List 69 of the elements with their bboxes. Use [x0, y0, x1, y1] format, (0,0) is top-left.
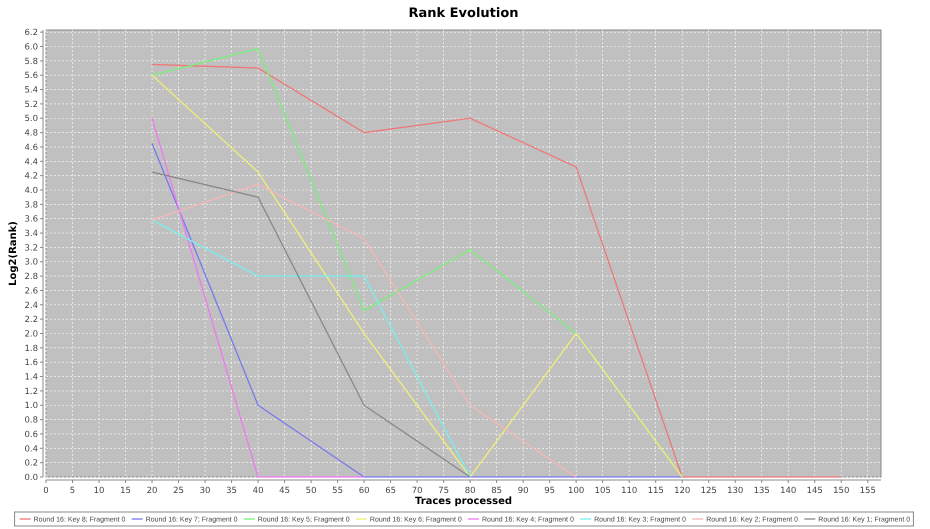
- x-tick-label: 25: [173, 486, 184, 496]
- y-tick-label: 1.4: [24, 372, 38, 383]
- y-tick-label: 2.0: [24, 329, 38, 340]
- x-tick-label: 90: [518, 486, 529, 496]
- x-tick-label: 80: [464, 486, 476, 496]
- y-tick-label: 0.2: [24, 458, 38, 469]
- x-tick-label: 15: [120, 486, 131, 496]
- y-tick-label: 4.2: [24, 172, 38, 182]
- x-tick-label: 30: [200, 486, 210, 496]
- y-tick-label: 2.2: [24, 315, 38, 326]
- x-tick-label: 40: [252, 486, 264, 496]
- x-tick-label: 0: [43, 486, 49, 496]
- x-tick-label: 75: [438, 486, 450, 496]
- x-tick-label: 145: [806, 486, 823, 496]
- line-series: [151, 64, 842, 478]
- x-tick-label: 105: [594, 486, 611, 496]
- y-tick-label: 5.6: [24, 71, 38, 82]
- x-tick-label: 150: [833, 486, 850, 496]
- y-tick-label: 2.4: [24, 300, 38, 311]
- x-tick-label: 35: [226, 486, 237, 496]
- y-tick-label: 5.2: [24, 100, 38, 110]
- x-tick-label: 85: [491, 486, 502, 496]
- x-tick-label: 95: [544, 486, 556, 496]
- y-tick-label: 0.4: [24, 444, 38, 454]
- y-tick-label: 3.6: [24, 214, 38, 225]
- y-tick-label: 1.0: [24, 401, 38, 412]
- x-tick-label: 125: [700, 486, 717, 496]
- y-tick-label: 4.6: [24, 142, 38, 153]
- y-tick-label: 3.0: [24, 258, 38, 268]
- x-tick-label: 65: [385, 486, 396, 496]
- y-tick-label: 0.8: [24, 416, 38, 426]
- y-tick-label: 4.0: [24, 186, 38, 196]
- y-tick-label: 0.0: [24, 472, 38, 483]
- line-series: [151, 184, 577, 478]
- y-tick-label: 0.6: [24, 430, 38, 440]
- y-tick-label: 3.4: [24, 229, 38, 240]
- chart-title: Rank Evolution: [408, 6, 519, 21]
- y-tick-label: 5.4: [24, 86, 38, 96]
- x-tick-label: 110: [621, 486, 638, 496]
- x-tick-label: 135: [754, 486, 770, 496]
- x-tick-label: 20: [146, 486, 158, 496]
- x-axis-title: Traces processed: [414, 496, 512, 507]
- y-tick-label: 3.8: [24, 200, 38, 210]
- x-tick-label: 55: [332, 486, 343, 496]
- y-tick-label: 1.8: [24, 344, 38, 354]
- x-tick-label: 70: [412, 486, 423, 496]
- x-tick-label: 45: [279, 486, 290, 496]
- x-tick-label: 10: [94, 486, 104, 496]
- x-tick-label: 130: [727, 486, 744, 496]
- y-tick-label: 4.4: [24, 157, 38, 168]
- y-tick-label: 1.2: [24, 386, 38, 397]
- y-tick-label: 6.2: [24, 28, 38, 38]
- y-tick-label: 5.8: [24, 56, 38, 67]
- x-tick-label: 155: [860, 486, 876, 496]
- y-tick-label: 5.0: [24, 114, 38, 124]
- y-tick-label: 6.0: [24, 42, 38, 52]
- y-axis-title: Log2(Rank): [8, 221, 19, 286]
- y-tick-label: 3.2: [24, 243, 38, 254]
- y-tick-label: 2.8: [24, 272, 38, 282]
- y-tick-label: 1.6: [24, 358, 38, 368]
- x-tick-label: 115: [648, 486, 664, 496]
- x-tick-label: 5: [70, 486, 76, 496]
- x-tick-label: 100: [568, 486, 584, 496]
- y-tick-label: 2.6: [24, 286, 38, 296]
- y-tick-label: 4.8: [24, 128, 38, 139]
- x-tick-label: 50: [306, 486, 316, 496]
- x-tick-label: 120: [674, 486, 690, 496]
- x-tick-label: 140: [780, 486, 796, 496]
- x-tick-label: 60: [358, 486, 370, 496]
